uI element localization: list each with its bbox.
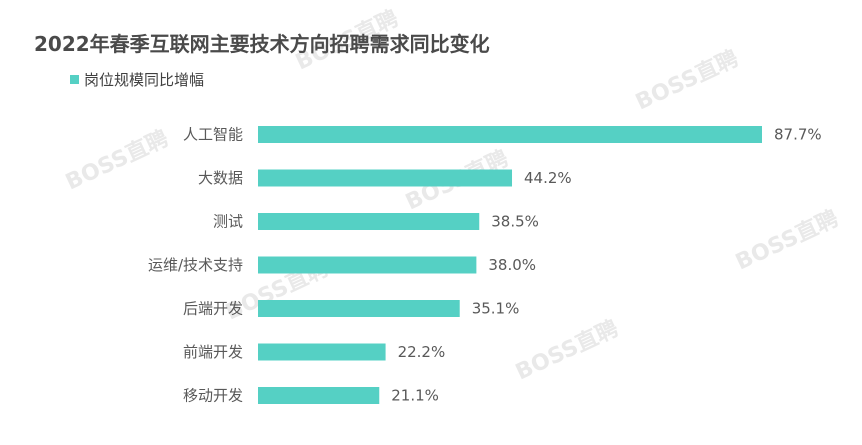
watermark: BOSS直聘 xyxy=(62,125,173,195)
category-label: 运维/技术支持 xyxy=(148,256,243,274)
value-label: 21.1% xyxy=(391,387,439,405)
watermark: BOSS直聘 xyxy=(512,315,623,385)
category-label: 前端开发 xyxy=(183,343,243,361)
value-label: 44.2% xyxy=(524,169,572,187)
bar xyxy=(258,343,386,361)
watermark: BOSS直聘 xyxy=(732,205,843,275)
chart-title: 2022年春季互联网主要技术方向招聘需求同比变化 xyxy=(34,32,490,56)
watermark: BOSS直聘 xyxy=(632,45,743,115)
value-label: 38.5% xyxy=(491,213,539,231)
bar xyxy=(258,213,480,230)
value-label: 35.1% xyxy=(472,300,520,318)
bar xyxy=(258,387,380,404)
bars-group: 人工智能 87.7% 大数据 44.2% 测试 38.5% 运维/技术支持 38.0% 后端开发… xyxy=(148,126,822,405)
category-label: 大数据 xyxy=(198,169,243,187)
bar xyxy=(258,126,762,143)
category-label: 后端开发 xyxy=(183,300,243,318)
category-label: 测试 xyxy=(213,213,243,231)
watermark-layer: BOSS直聘BOSS直聘BOSS直聘BOSS直聘BOSS直聘BOSS直聘BOSS… xyxy=(62,5,843,385)
bar xyxy=(258,300,460,317)
value-label: 22.2% xyxy=(398,343,446,361)
bar xyxy=(258,256,477,274)
value-label: 87.7% xyxy=(774,126,822,144)
legend: 岗位规模同比增幅 xyxy=(70,71,204,89)
legend-label: 岗位规模同比增幅 xyxy=(84,71,204,89)
bar xyxy=(258,169,513,187)
value-label: 38.0% xyxy=(488,256,536,274)
legend-swatch xyxy=(70,75,79,84)
category-label: 移动开发 xyxy=(183,387,243,405)
category-label: 人工智能 xyxy=(183,126,243,144)
